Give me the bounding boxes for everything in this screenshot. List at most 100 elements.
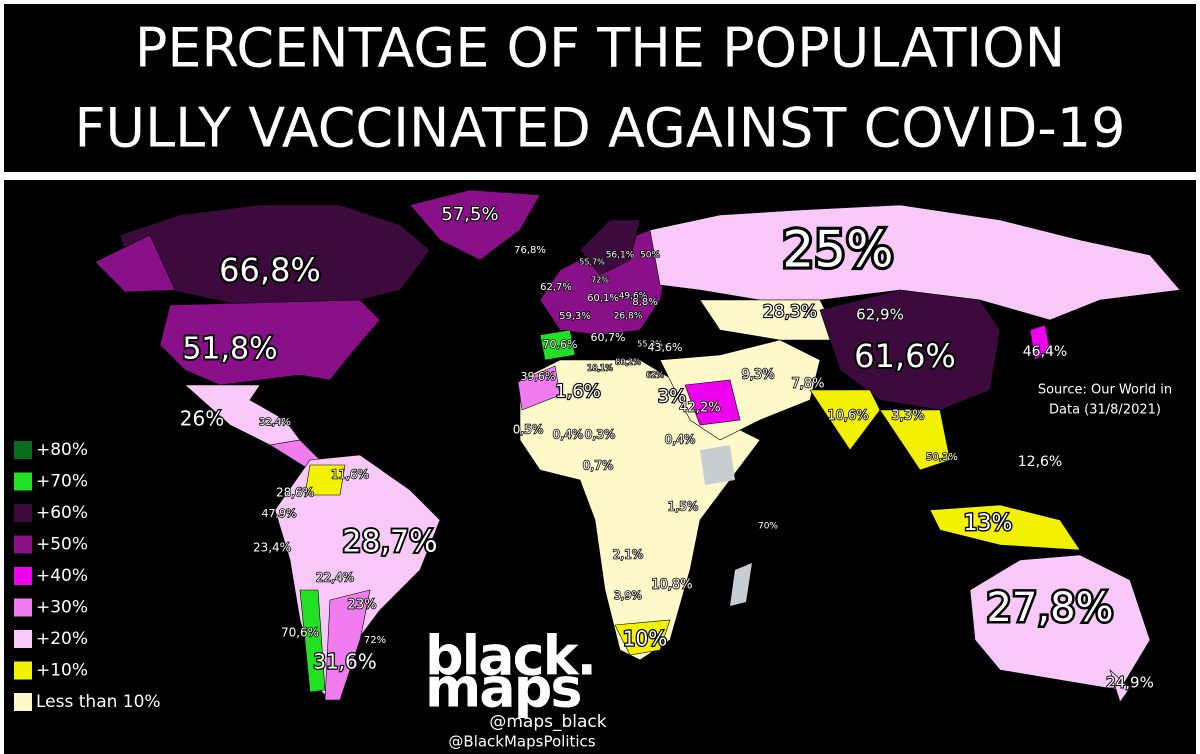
region-label: 57,5% xyxy=(441,204,498,225)
region-label: 55,3% xyxy=(637,340,663,349)
brand: black. xyxy=(425,625,595,688)
region-label: 25% xyxy=(782,221,893,279)
region-label: 13% xyxy=(964,511,1013,536)
country-region xyxy=(1109,669,1131,703)
region-label: 55,7% xyxy=(579,258,605,267)
country-region xyxy=(579,219,641,276)
legend-swatch xyxy=(14,535,32,554)
region-label: 60,7% xyxy=(591,331,626,344)
region-label: 50,3% xyxy=(926,452,958,463)
country-region xyxy=(649,204,1181,321)
region-label: 26% xyxy=(180,407,224,431)
legend-label: +10% xyxy=(36,661,88,681)
region-label: 1,6% xyxy=(555,381,601,402)
countries xyxy=(94,189,1181,703)
title-box xyxy=(4,4,1196,172)
legend-swatch xyxy=(14,567,32,585)
region-label: 8,8% xyxy=(632,297,657,308)
region-label: 66,8% xyxy=(219,251,321,289)
region-label: 23% xyxy=(348,598,377,613)
country-region xyxy=(539,329,576,361)
handle: @maps_black xyxy=(489,712,606,732)
country-region xyxy=(1029,324,1051,361)
region-label: 7,8% xyxy=(791,377,824,392)
region-label: 1,5% xyxy=(668,500,699,514)
region-label: 26,8% xyxy=(614,312,643,322)
no-data-region xyxy=(700,445,735,485)
legend-label: +60% xyxy=(36,503,88,523)
legend-swatch xyxy=(14,441,32,459)
country-region xyxy=(184,384,301,446)
region-label: 72% xyxy=(591,276,609,285)
country-region xyxy=(819,289,1001,411)
region-label: 51,8% xyxy=(182,332,277,367)
region-label: 62,7% xyxy=(540,282,572,293)
region-label: 50% xyxy=(640,251,660,261)
region-label: 10% xyxy=(623,627,667,651)
title-line: PERCENTAGE OF THE POPULATION xyxy=(135,17,1065,80)
region-label: 10,6% xyxy=(827,409,868,424)
legend-label: +30% xyxy=(36,598,88,618)
region-label: 62% xyxy=(646,371,664,380)
country-region xyxy=(809,389,881,451)
region-label: 9,3% xyxy=(741,368,774,383)
country-region xyxy=(409,189,541,261)
country-region xyxy=(299,589,326,693)
region-label: 3,3% xyxy=(891,409,924,424)
legend: +80% +70% +60% +50% +40% +30% +20% +10% Less tha… xyxy=(14,440,161,712)
region-label: 24,9% xyxy=(1106,674,1154,692)
region-label: 11,6% xyxy=(331,468,369,482)
region-label: 18,1% xyxy=(587,364,613,373)
region-label: 70% xyxy=(758,522,778,532)
region-label: 60,1% xyxy=(587,293,619,304)
legend-swatch xyxy=(14,472,32,491)
region-label: 56,1% xyxy=(606,251,635,261)
region-label: 0,3% xyxy=(585,428,616,442)
legend-swatch xyxy=(14,598,32,617)
region-label: 72% xyxy=(364,635,386,646)
region-label: 80,2% xyxy=(615,358,641,367)
country-region xyxy=(929,504,1081,551)
region-label: 10,8% xyxy=(651,578,692,593)
region-label: 23,4% xyxy=(253,541,291,555)
region-label: 0,5% xyxy=(513,423,544,437)
region-label: 43,6% xyxy=(648,341,683,354)
legend-swatch xyxy=(14,630,32,648)
country-region xyxy=(517,365,561,411)
legend-label: Less than 10% xyxy=(36,692,161,712)
region-label: 22,4% xyxy=(316,571,354,585)
region-label: 0,4% xyxy=(553,428,584,442)
region-label: 47,9% xyxy=(262,507,297,520)
legend-label: +80% xyxy=(36,440,88,460)
region-label: 0,7% xyxy=(583,459,614,473)
region-label: 0,4% xyxy=(665,433,696,447)
source: Source: Our World in xyxy=(1038,383,1172,398)
region-label: 76,8% xyxy=(514,245,546,256)
region-label: 12,6% xyxy=(1018,454,1062,470)
brand: maps xyxy=(425,657,581,720)
region-label: 49,6% xyxy=(619,292,648,302)
country-region xyxy=(324,589,371,701)
region-label: 70,6% xyxy=(543,338,578,351)
region-label: 28,6% xyxy=(276,486,314,500)
region-label: 42,2% xyxy=(679,401,720,416)
country-region xyxy=(94,234,176,293)
region-label: 27,8% xyxy=(986,585,1113,631)
legend-label: +70% xyxy=(36,472,88,492)
legend-label: +50% xyxy=(36,535,88,555)
legend-swatch xyxy=(14,693,32,711)
region-label: 70,6% xyxy=(281,626,319,640)
title-line: FULLY VACCINATED AGAINST COVID-19 xyxy=(75,97,1126,160)
legend-label: +40% xyxy=(36,566,88,586)
region-label: 3% xyxy=(658,386,687,407)
region-label: 28,7% xyxy=(342,525,437,560)
map-labels: 57,5% 76,8% 66,8% 25% 55,7%56,1% 50% 62,7% 72% 6… xyxy=(179,203,1155,693)
country-region xyxy=(159,299,381,386)
source: Data (31/8/2021) xyxy=(1049,403,1161,418)
region-label: 2,1% xyxy=(613,548,644,562)
handle: @BlackMapsPolitics xyxy=(448,733,595,751)
region-label: 39,6% xyxy=(521,370,556,383)
region-label: 3,9% xyxy=(614,589,642,602)
